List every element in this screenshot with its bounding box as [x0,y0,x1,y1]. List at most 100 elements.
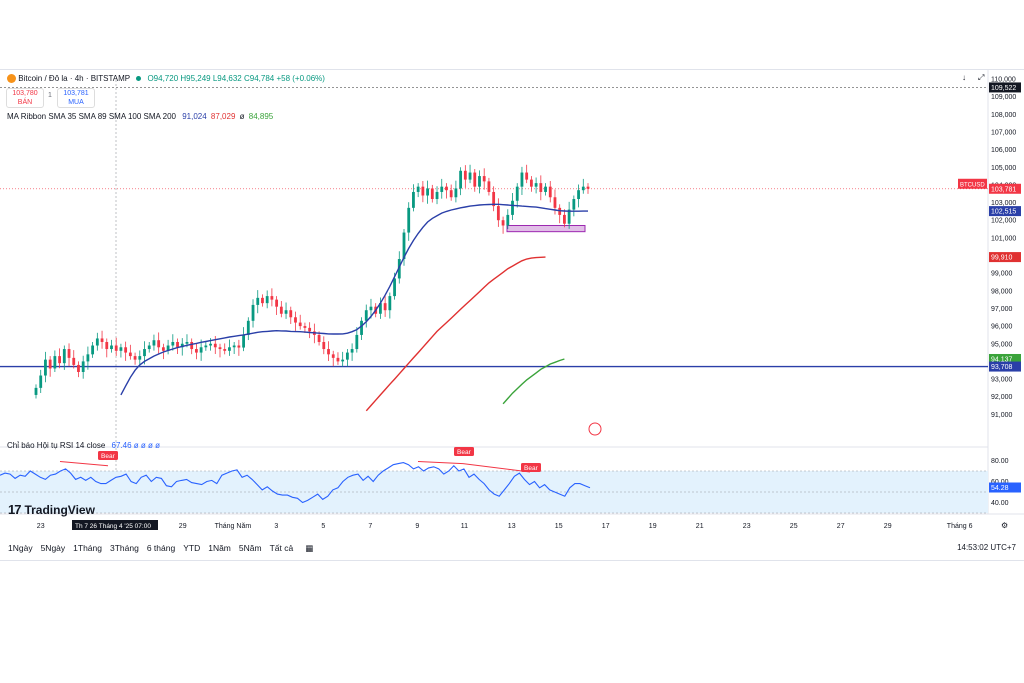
sma200-line [502,358,565,405]
time-tick-label: 23 [37,523,45,530]
candle-body [402,232,406,260]
rsi-tick-label: 80.00 [991,458,1009,465]
candle-body [331,354,335,358]
countdown-label: 06:57 [991,194,1009,201]
price-tick-label: 109,000 [991,94,1016,101]
sma89-tag-bg [989,252,1021,263]
candle-body [72,357,76,365]
candle-body [487,181,491,192]
chart-frame [0,69,1024,561]
symbol-title: Bitcoin / Đô la · 4h · BITSTAMP [18,74,130,83]
candle-body [430,188,434,200]
candle-body [180,343,184,348]
candle-body [284,310,288,314]
candle-body [496,206,500,221]
candle-body [492,191,496,207]
sma200-tag-bg [989,353,1021,364]
sell-button[interactable]: 103,780 BÁN [6,88,44,108]
calendar-icon[interactable]: ▦ [305,542,314,553]
candle-body [529,179,533,187]
range-1d[interactable]: 1Ngày [8,543,33,553]
candle-body [454,188,458,198]
candle-body [341,359,345,362]
sma200-tag: 94,137 [991,356,1013,363]
candle-body [327,349,330,355]
high-marker-bg [989,82,1021,93]
candle-body [511,200,514,215]
bear-divergence-line [462,463,531,473]
candle-body [81,361,85,372]
ma-ribbon-legend[interactable]: MA Ribbon SMA 35 SMA 89 SMA 100 SMA 200 … [7,112,273,121]
candle-body [279,306,283,314]
range-ytd[interactable]: YTD [183,543,201,553]
candle-body [421,186,425,196]
candle-body [445,186,448,191]
price-tick-label: 101,000 [991,235,1016,242]
time-tick-label: 9 [415,523,419,530]
rsi-legend[interactable]: Chỉ báo Hội tụ RSI 14 close 67.46 ø ø ø … [7,441,160,450]
range-5d[interactable]: 5Ngày [40,543,66,553]
symbol-header[interactable]: Bitcoin / Đô la · 4h · BITSTAMP O94,720 … [7,74,325,84]
candle-body [124,347,128,353]
range-1y[interactable]: 1Năm [208,543,231,553]
range-3m[interactable]: 3Tháng [110,543,139,553]
candle-body [161,347,165,351]
price-tick-label: 110,000 [991,77,1016,84]
time-tick-label: 3 [274,523,278,530]
candle-body [48,359,52,369]
candle-body [449,190,453,198]
buy-label: MUA [68,99,84,106]
ma-value-2: 87,029 [210,112,236,121]
economic-event-icon [588,422,602,436]
range-bar: 1Ngày 5Ngày 1Tháng 3Tháng 6 tháng YTD 1N… [0,540,1024,556]
candle-body [218,347,222,350]
range-all[interactable]: Tất cả [269,543,294,553]
rsi-tick-label: 40.00 [991,500,1009,507]
candle-body [388,296,392,311]
btcusd-tag-bg [958,178,987,189]
ma-value-1: 91,024 [182,112,207,121]
time-tick-label: 29 [179,523,187,530]
candle-body [251,304,255,321]
candle-body [322,341,326,350]
price-tick-label: 103,000 [991,200,1016,207]
candle-body [176,341,179,348]
time-tick-label: 29 [884,523,892,530]
candle-body [294,317,297,323]
price-tick-label: 105,000 [991,165,1016,172]
time-tick-label: 5 [321,523,325,530]
range-1m[interactable]: 1Tháng [73,543,102,553]
range-5y[interactable]: 5Năm [238,543,262,553]
candle-body [58,356,61,364]
time-tick-label: 25 [790,523,798,530]
ohlc-readout: O94,720 H95,249 L94,632 C94,784 +58 (+0.… [147,74,325,83]
candle-body [397,259,401,279]
bear-label: Bear [101,453,116,460]
range-6m[interactable]: 6 tháng [146,543,176,553]
candle-body [360,320,363,335]
candle-body [223,349,227,351]
candle-body [520,172,524,187]
candle-body [138,356,142,360]
candle-body [190,341,194,350]
bear-label-bg [454,447,474,456]
btcusd-tag: BTCUSD [960,182,985,188]
candle-body [44,359,47,376]
download-icon: ↓ [962,73,966,82]
bear-label: Bear [457,449,472,456]
sell-price: 103,780 [12,90,38,97]
candle-body [567,209,571,224]
candle-body [86,354,90,362]
rsi-line [0,462,591,504]
support-tag-bg [989,361,1021,372]
price-tick-label: 93,000 [991,377,1013,384]
candle-body [166,345,170,351]
buy-button[interactable]: 103,781 MUA [57,88,95,108]
candle-body [195,349,198,353]
sma89-tag: 99,910 [991,255,1013,262]
candle-body [157,340,161,348]
candle-body [242,334,245,348]
candle-body [289,310,293,318]
high-marker-label: 109,522 [991,85,1016,92]
